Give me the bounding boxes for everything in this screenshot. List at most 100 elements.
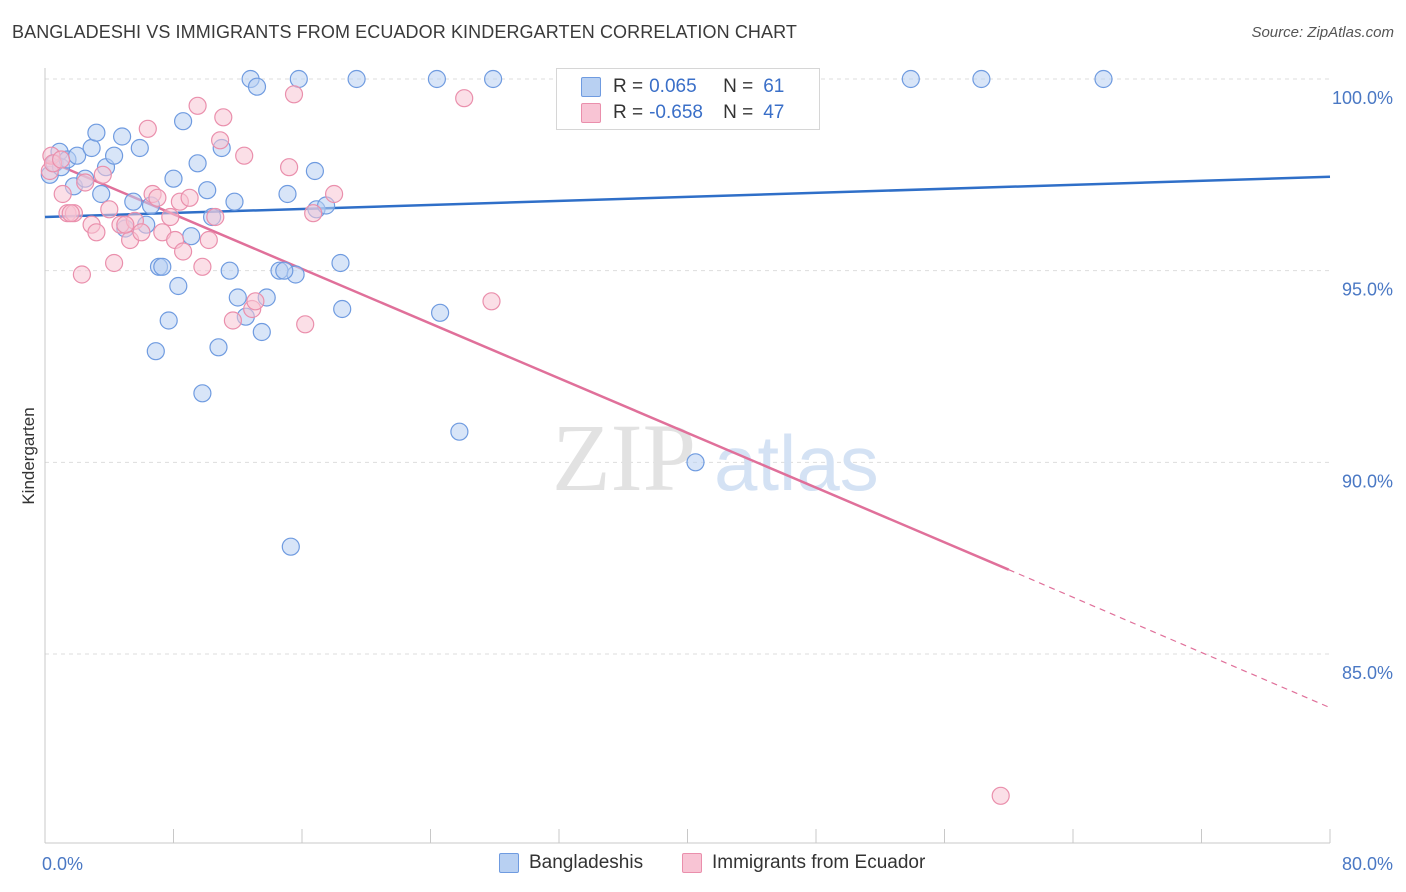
bangladeshi-point (331, 253, 350, 273)
ecuador-point (53, 184, 72, 204)
n-label: N = (723, 102, 754, 123)
bangladeshi-point (427, 69, 446, 89)
axes (44, 68, 1331, 844)
bangladeshi-point (159, 311, 178, 330)
n-value: 61 (763, 76, 785, 97)
blue-swatch-icon (581, 77, 601, 97)
trend-lines (44, 158, 1331, 709)
ecuador-point (325, 184, 344, 204)
ecuador-trend-extension (1008, 569, 1331, 709)
bangladeshi-point (188, 154, 207, 173)
bangladeshi-point (87, 123, 106, 142)
ecuador-point (104, 253, 124, 273)
ecuador-point (246, 292, 265, 311)
ecuador-point (235, 146, 254, 165)
bangladeshi-point (278, 184, 297, 204)
ecuador-point (93, 165, 112, 184)
bangladeshi-point (220, 261, 239, 280)
bangladeshi-point (431, 303, 450, 322)
bangladeshi-point (209, 338, 228, 357)
bangladeshi-point (228, 288, 247, 307)
watermark-zip: ZIP (552, 404, 696, 511)
bangladeshi-point (686, 453, 705, 472)
bangladeshi-point (305, 161, 324, 181)
ecuador-point (51, 150, 71, 169)
bangladeshi-point (124, 192, 143, 211)
ecuador-point (991, 786, 1010, 805)
r-label: R = (613, 76, 644, 97)
bangladeshi-point (130, 138, 149, 158)
chart-title: BANGLADESHI VS IMMIGRANTS FROM ECUADOR K… (12, 22, 797, 42)
bangladeshi-point (252, 322, 271, 342)
bangladeshi-point (347, 69, 366, 89)
ecuador-point (87, 223, 106, 242)
ecuador-point (174, 242, 193, 261)
bangladeshi-trend-line (44, 175, 1331, 219)
ecuador-point (72, 265, 92, 284)
bangladeshi-point (153, 257, 172, 276)
ecuador-point (284, 85, 304, 104)
bangladeshi-point (104, 146, 124, 165)
legend-label-ecuador: Immigrants from Ecuador (712, 852, 926, 873)
bangladeshi-point (225, 192, 244, 211)
ecuador-point (132, 223, 151, 242)
bangladeshi-point (182, 227, 201, 246)
ecuador-point (482, 292, 501, 311)
watermark-atlas: atlas (714, 419, 879, 507)
bangladeshi-point (972, 69, 991, 89)
axis-labels: 100.0% 95.0% 90.0% 85.0% 0.0% 80.0% Kindergart… (19, 88, 1393, 874)
x-tick-label: 0.0% (42, 854, 83, 874)
grid-lines (45, 78, 1330, 655)
bangladeshi-point (198, 181, 217, 200)
legend-label-bangladeshis: Bangladeshis (529, 852, 644, 873)
ecuador-point (188, 96, 207, 115)
stats-legend: R = 0.065 N = 61 R = -0.658 N = 47 (556, 68, 820, 130)
ecuador-trend-line (44, 158, 1010, 571)
bangladeshi-point (333, 299, 352, 319)
stats-legend-row-ecuador: R = -0.658 N = 47 (581, 101, 784, 125)
ecuador-point (211, 131, 230, 150)
ecuador-point (76, 173, 95, 192)
bangladeshi-point (112, 127, 132, 146)
r-value: -0.658 (649, 102, 703, 123)
ecuador-point (304, 204, 323, 223)
ecuador-point (161, 207, 180, 227)
data-points (40, 69, 1113, 805)
y-tick-label: 100.0% (1332, 88, 1393, 108)
r-label: R = (613, 102, 644, 123)
bangladeshi-point (901, 69, 920, 89)
chart-source: Source: ZipAtlas.com (1251, 24, 1394, 41)
n-value: 47 (763, 102, 785, 123)
bangladeshi-point (247, 77, 267, 96)
ecuador-point (100, 200, 119, 219)
y-axis-title: Kindergarten (19, 407, 38, 504)
bangladeshi-point (275, 261, 294, 280)
ecuador-point (138, 119, 157, 138)
y-tick-label: 85.0% (1342, 663, 1393, 683)
ecuador-point (455, 89, 474, 108)
ecuador-point (116, 215, 135, 234)
pink-swatch-icon (581, 103, 601, 123)
ecuador-point (193, 257, 212, 276)
ecuador-point (61, 204, 80, 223)
bangladeshi-point (174, 112, 193, 131)
y-tick-label: 90.0% (1342, 471, 1393, 491)
x-tick-label: 80.0% (1342, 854, 1393, 874)
ecuador-point (280, 158, 299, 177)
ecuador-point (296, 315, 315, 334)
r-value: 0.065 (649, 76, 697, 97)
ecuador-point (214, 108, 233, 127)
bangladeshi-point (82, 138, 101, 158)
series-legend: Bangladeshis Immigrants from Ecuador (0, 852, 1406, 878)
bangladeshi-point (289, 69, 308, 89)
bangladeshi-point (281, 537, 300, 556)
y-tick-label: 95.0% (1342, 280, 1393, 300)
legend-item-ecuador[interactable]: Immigrants from Ecuador (682, 852, 925, 874)
legend-item-bangladeshis[interactable]: Bangladeshis (499, 852, 643, 874)
bangladeshi-point (146, 342, 165, 361)
bangladeshi-point (169, 276, 188, 296)
stats-legend-row-bangladeshis: R = 0.065 N = 61 (581, 75, 784, 99)
bangladeshi-point (450, 422, 469, 441)
ecuador-point (148, 188, 167, 207)
